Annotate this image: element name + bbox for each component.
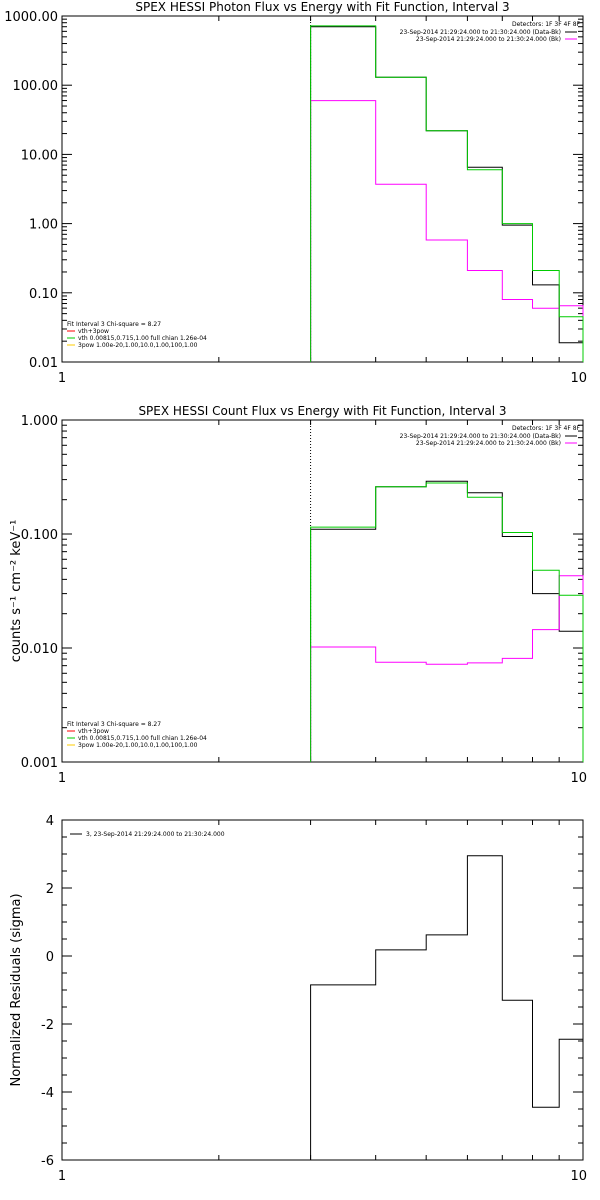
photon-series-bk [310, 100, 584, 362]
photon-axes-frame [61, 15, 584, 363]
count-legend-entry: 23-Sep-2014 21:29:24.000 to 21:30:24.000… [400, 433, 561, 440]
resid-ytick-label: -6 [41, 1154, 54, 1169]
count-ylabel: counts s⁻¹ cm⁻² keV⁻¹ [9, 520, 24, 663]
photon-fit-info: vth+3pow [78, 328, 109, 335]
photon-ytick-label: 100.00 [13, 79, 59, 94]
resid-ytick-label: -2 [41, 1018, 54, 1033]
photon-legend-entry: 23-Sep-2014 21:29:24.000 to 21:30:24.000… [416, 36, 561, 43]
resid-panel [61, 819, 584, 1161]
count-fit-info: 3pow 1.00e-20,1.00,10.0,1.00,100,1.00 [78, 742, 198, 749]
resid-ylabel: Normalized Residuals (sigma) [9, 893, 24, 1086]
photon-ytick-label: 0.01 [29, 356, 58, 371]
count-panel [61, 419, 584, 763]
count-legend-entry: 23-Sep-2014 21:29:24.000 to 21:30:24.000… [416, 440, 561, 447]
count-title: SPEX HESSI Count Flux vs Energy with Fit… [138, 404, 506, 418]
resid-ytick-label: 4 [46, 814, 54, 829]
photon-title: SPEX HESSI Photon Flux vs Energy with Fi… [135, 0, 509, 14]
count-ytick-label: 0.001 [21, 756, 58, 771]
resid-xtick-label: 1 [58, 1169, 66, 1184]
photon-xtick-label: 1 [58, 371, 66, 386]
photon-ytick-label: 0.10 [29, 287, 58, 302]
count-fit-info: Fit Interval 3 Chi-square = 8.27 [67, 721, 161, 728]
resid-axes-frame [61, 819, 584, 1161]
count-series-bk [310, 575, 584, 762]
count-fit-info: vth+3pow [78, 728, 109, 735]
photon-ytick-label: 10.00 [21, 148, 58, 163]
photon-fit-info: vth 0.00815,0.715,1.00 full chian 1.26e-… [78, 335, 207, 342]
photon-fit-info: 3pow 1.00e-20,1.00,10.0,1.00,100,1.00 [78, 342, 198, 349]
resid-ytick-label: -4 [41, 1086, 54, 1101]
count-xtick-label: 1 [58, 771, 66, 786]
photon-series-data-bk [310, 26, 584, 362]
count-axes-frame [61, 419, 584, 763]
photon-detectors-label: Detectors: 1F 3F 4F 8F [512, 21, 581, 28]
photon-panel [61, 15, 584, 363]
resid-xtick-label: 10 [570, 1169, 587, 1184]
photon-legend-entry: 23-Sep-2014 21:29:24.000 to 21:30:24.000… [400, 29, 561, 36]
resid-series-3-23-sep-2014-21-29-24-000-to-21-30-24-000 [310, 855, 583, 1160]
photon-fit-info: Fit Interval 3 Chi-square = 8.27 [67, 321, 161, 328]
photon-ytick-label: 1.00 [29, 218, 58, 233]
count-ytick-label: 0.010 [21, 642, 58, 657]
count-ytick-label: 0.100 [21, 528, 58, 543]
resid-legend-entry: 3, 23-Sep-2014 21:29:24.000 to 21:30:24.… [86, 831, 225, 838]
photon-ytick-label: 1000.00 [4, 10, 58, 25]
count-series-data-bk [310, 480, 584, 762]
count-detectors-label: Detectors: 1F 3F 4F 8F [512, 425, 581, 432]
count-xtick-label: 10 [570, 771, 587, 786]
resid-ytick-label: 0 [46, 950, 54, 965]
count-fit-info: vth 0.00815,0.715,1.00 full chian 1.26e-… [78, 735, 207, 742]
count-series-vth-3pow [310, 482, 584, 762]
count-ytick-label: 1.000 [21, 414, 58, 429]
resid-ytick-label: 2 [46, 882, 54, 897]
photon-xtick-label: 10 [570, 371, 587, 386]
photon-series-vth-3pow [310, 25, 584, 362]
